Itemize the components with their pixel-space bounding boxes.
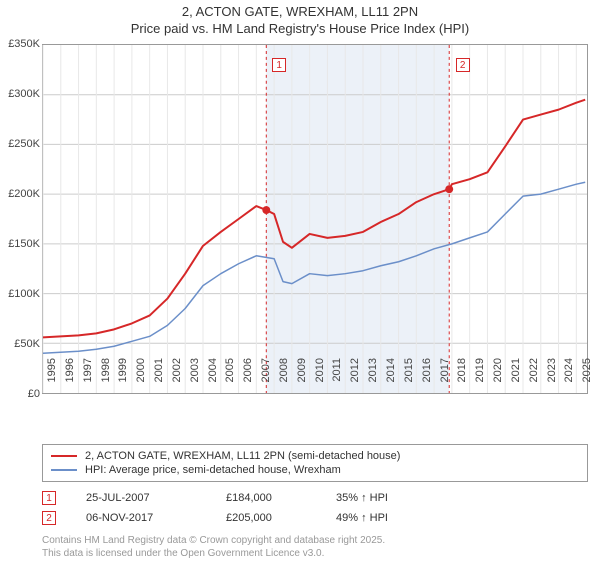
footer-line-2: This data is licensed under the Open Gov…	[42, 547, 588, 561]
x-tick-label: 2025	[581, 358, 600, 398]
chart-marker-box: 2	[456, 58, 470, 72]
sale-pct-2: 49% ↑ HPI	[336, 512, 426, 524]
chart-title-block: 2, ACTON GATE, WREXHAM, LL11 2PN Price p…	[0, 0, 600, 38]
footer-attribution: Contains HM Land Registry data © Crown c…	[42, 534, 588, 561]
sale-row-1: 1 25-JUL-2007 £184,000 35% ↑ HPI	[42, 488, 588, 508]
legend-row-red: 2, ACTON GATE, WREXHAM, LL11 2PN (semi-d…	[51, 449, 579, 463]
legend-box: 2, ACTON GATE, WREXHAM, LL11 2PN (semi-d…	[42, 444, 588, 482]
legend-swatch-red	[51, 455, 77, 457]
legend-label-red: 2, ACTON GATE, WREXHAM, LL11 2PN (semi-d…	[85, 450, 400, 462]
sale-pct-1: 35% ↑ HPI	[336, 492, 426, 504]
legend-swatch-blue	[51, 469, 77, 471]
y-tick-label: £150K	[0, 238, 40, 250]
y-tick-label: £200K	[0, 188, 40, 200]
sale-row-2: 2 06-NOV-2017 £205,000 49% ↑ HPI	[42, 508, 588, 528]
chart-plot-area	[42, 44, 588, 394]
y-tick-label: £300K	[0, 88, 40, 100]
y-tick-label: £50K	[0, 338, 40, 350]
legend-label-blue: HPI: Average price, semi-detached house,…	[85, 464, 341, 476]
footer-line-1: Contains HM Land Registry data © Crown c…	[42, 534, 588, 548]
y-tick-label: £100K	[0, 288, 40, 300]
y-tick-label: £350K	[0, 38, 40, 50]
title-line-1: 2, ACTON GATE, WREXHAM, LL11 2PN	[0, 4, 600, 21]
y-tick-label: £250K	[0, 138, 40, 150]
chart-marker-box: 1	[272, 58, 286, 72]
sale-records: 1 25-JUL-2007 £184,000 35% ↑ HPI 2 06-NO…	[42, 488, 588, 528]
sale-date-2: 06-NOV-2017	[86, 512, 196, 524]
chart-svg	[43, 45, 587, 393]
sale-price-2: £205,000	[226, 512, 306, 524]
y-tick-label: £0	[0, 388, 40, 400]
sale-marker-2: 2	[42, 511, 56, 525]
legend-row-blue: HPI: Average price, semi-detached house,…	[51, 463, 579, 477]
sale-date-1: 25-JUL-2007	[86, 492, 196, 504]
title-line-2: Price paid vs. HM Land Registry's House …	[0, 21, 600, 38]
sale-price-1: £184,000	[226, 492, 306, 504]
sale-marker-1: 1	[42, 491, 56, 505]
